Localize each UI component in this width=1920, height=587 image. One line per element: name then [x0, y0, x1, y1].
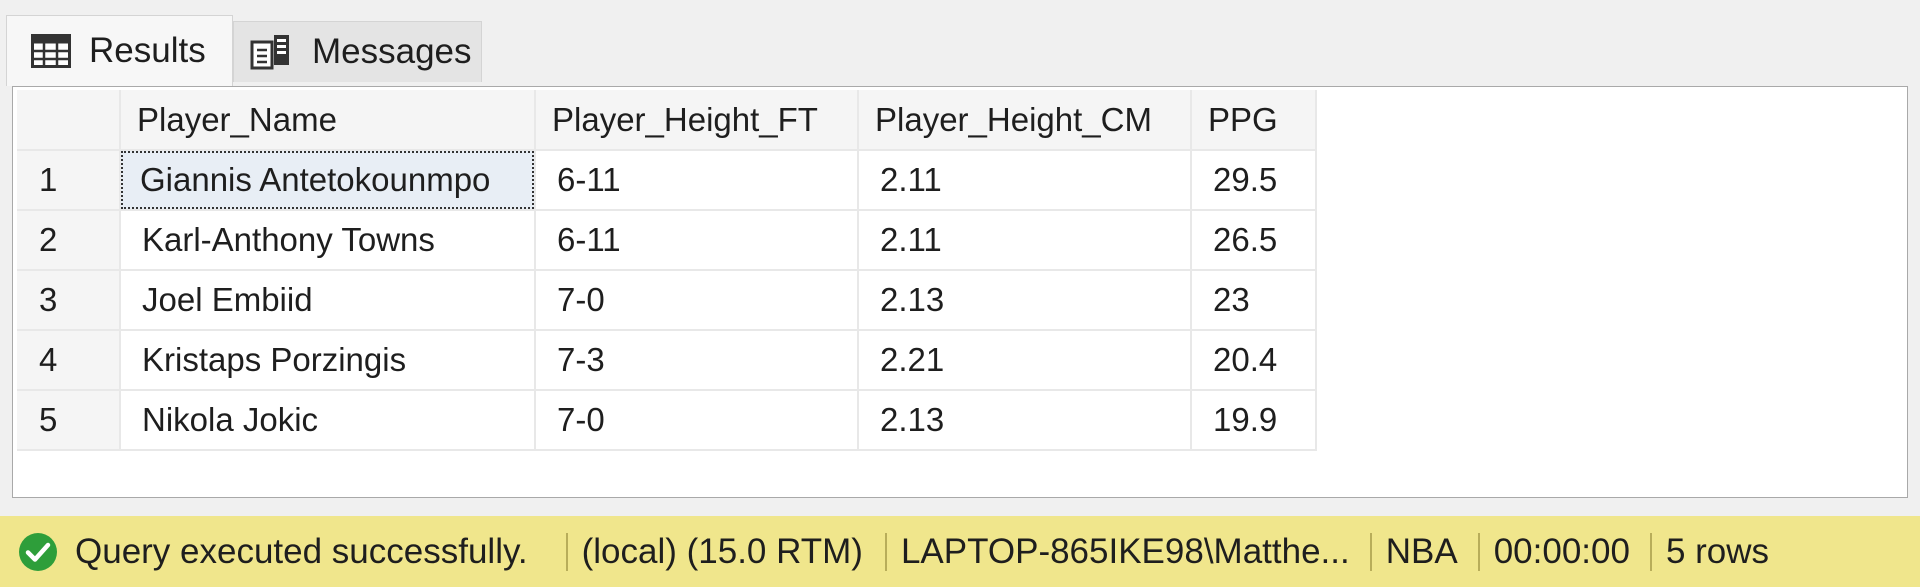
cell-text: 7-0 [557, 281, 605, 318]
row-number[interactable]: 2 [17, 210, 121, 271]
messages-icon [250, 32, 292, 72]
grid-corner-cell[interactable] [17, 90, 121, 151]
results-tabbar: Results Messages [0, 0, 1920, 86]
row-number[interactable]: 5 [17, 390, 121, 451]
tab-results-label: Results [89, 31, 206, 70]
tab-messages[interactable]: Messages [233, 21, 482, 82]
status-database: NBA [1385, 531, 1458, 571]
column-header-label: Player_Name [137, 100, 337, 138]
tab-messages-label: Messages [312, 32, 472, 71]
tab-results[interactable]: Results [6, 15, 233, 86]
status-elapsed-time: 00:00:00 [1493, 531, 1630, 571]
cell-text: Joel Embiid [142, 281, 313, 318]
status-divider [1369, 532, 1372, 571]
cell-text: 2.13 [880, 401, 945, 438]
table-cell[interactable]: Karl-Anthony Towns [120, 210, 536, 271]
cell-text: 23 [1213, 281, 1250, 318]
table-row: 5 Nikola Jokic 7-0 2.13 19.9 [17, 390, 1317, 451]
cell-text: 2.21 [880, 341, 945, 378]
column-header-player-name[interactable]: Player_Name [120, 90, 536, 151]
table-cell[interactable]: 6-11 [535, 150, 859, 211]
query-status-bar: Query executed successfully. (local) (15… [0, 516, 1920, 587]
table-cell[interactable]: Kristaps Porzingis [120, 330, 536, 391]
cell-text: 20.4 [1213, 341, 1278, 378]
cell-text: Giannis Antetokounmpo [121, 151, 534, 209]
cell-text: 6-11 [557, 221, 621, 258]
table-cell[interactable]: Nikola Jokic [120, 390, 536, 451]
cell-text: 26.5 [1213, 221, 1278, 258]
row-number[interactable]: 3 [17, 270, 121, 331]
table-cell[interactable]: 19.9 [1191, 390, 1317, 451]
table-cell[interactable]: 23 [1191, 270, 1317, 331]
table-cell[interactable]: 26.5 [1191, 210, 1317, 271]
results-grid[interactable]: Player_Name Player_Height_FT Player_Heig… [12, 86, 1908, 498]
column-header-ppg[interactable]: PPG [1191, 90, 1317, 151]
cell-text: Nikola Jokic [142, 401, 319, 438]
table-row: 2 Karl-Anthony Towns 6-11 2.11 26.5 [17, 210, 1317, 271]
table-cell[interactable]: 2.21 [858, 330, 1192, 391]
table-cell[interactable]: 20.4 [1191, 330, 1317, 391]
header-row: Player_Name Player_Height_FT Player_Heig… [17, 90, 1317, 151]
cell-text: Kristaps Porzingis [142, 341, 407, 378]
table-row: 3 Joel Embiid 7-0 2.13 23 [17, 270, 1317, 331]
status-row-count: 5 rows [1665, 531, 1770, 571]
table-cell[interactable]: 6-11 [535, 210, 859, 271]
column-header-player-height-cm[interactable]: Player_Height_CM [858, 90, 1192, 151]
column-header-player-height-ft[interactable]: Player_Height_FT [535, 90, 859, 151]
table-cell[interactable]: 7-0 [535, 270, 859, 331]
results-table: Player_Name Player_Height_FT Player_Heig… [17, 90, 1317, 451]
table-cell[interactable]: 2.13 [858, 390, 1192, 451]
table-cell[interactable]: 7-0 [535, 390, 859, 451]
status-user: LAPTOP-865IKE98\Matthe... [900, 531, 1350, 571]
cell-text: 2.11 [880, 221, 942, 258]
table-cell[interactable]: 2.13 [858, 270, 1192, 331]
status-divider [565, 532, 568, 571]
cell-text: 7-3 [557, 341, 605, 378]
table-cell[interactable]: 2.11 [858, 150, 1192, 211]
grid-table-icon [31, 34, 71, 68]
cell-text: 19.9 [1213, 401, 1278, 438]
cell-text: Karl-Anthony Towns [142, 221, 435, 258]
cell-text: 7-0 [557, 401, 605, 438]
status-server: (local) (15.0 RTM) [581, 531, 863, 571]
table-cell-selected[interactable]: Giannis Antetokounmpo [120, 150, 536, 211]
column-header-label: Player_Height_FT [552, 100, 818, 138]
success-check-icon [18, 532, 58, 572]
cell-text: 2.11 [880, 161, 942, 198]
status-divider [1477, 532, 1480, 571]
column-header-label: PPG [1208, 100, 1278, 138]
status-divider [884, 532, 887, 571]
cell-text: 29.5 [1213, 161, 1278, 198]
table-cell[interactable]: 2.11 [858, 210, 1192, 271]
table-cell[interactable]: 29.5 [1191, 150, 1317, 211]
row-number[interactable]: 4 [17, 330, 121, 391]
status-divider [1649, 532, 1652, 571]
status-message: Query executed successfully. [75, 531, 528, 571]
cell-text: 2.13 [880, 281, 945, 318]
table-cell[interactable]: Joel Embiid [120, 270, 536, 331]
table-cell[interactable]: 7-3 [535, 330, 859, 391]
row-number[interactable]: 1 [17, 150, 121, 211]
table-row: 4 Kristaps Porzingis 7-3 2.21 20.4 [17, 330, 1317, 391]
cell-text: 6-11 [557, 161, 621, 198]
column-header-label: Player_Height_CM [875, 100, 1152, 138]
table-row: 1 Giannis Antetokounmpo 6-11 2.11 29.5 [17, 150, 1317, 211]
